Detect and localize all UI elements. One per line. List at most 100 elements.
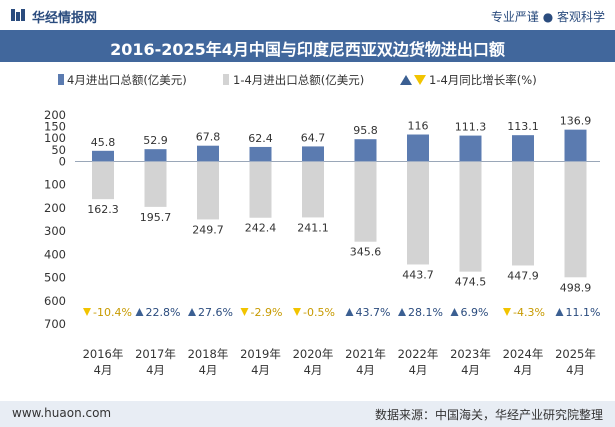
bar-cumulative (354, 161, 377, 242)
value-label-monthly: 136.9 (560, 115, 592, 128)
bar-monthly (512, 135, 534, 162)
x-tick-label-year: 2018年 (188, 347, 229, 361)
brand-name: 华经情报网 (32, 11, 98, 26)
value-label-cumulative: 195.7 (140, 211, 172, 224)
x-tick-label-year: 2025年 (555, 347, 596, 361)
growth-up-arrow-icon (188, 308, 196, 316)
legend-label-growth: 1-4月同比增长率(%) (429, 73, 537, 87)
value-labels: 45.8 162.3 52.9 195.7 67.8 249.7 62.4 242.4 64.7… (87, 115, 591, 295)
growth-down-arrow-icon (83, 308, 91, 316)
x-tick-label-month: 4月 (514, 363, 533, 377)
x-axis-labels: 2016年 4月 2017年 4月 2018年 4月 2019年 4月 2020年 4月 2021年… (83, 347, 596, 377)
value-label-monthly: 95.8 (353, 124, 378, 137)
growth-label: -4.3% (513, 306, 545, 319)
x-tick-label-year: 2022年 (398, 347, 439, 361)
chart-title: 2016-2025年4月中国与印度尼西亚双边货物进出口额 (110, 40, 505, 59)
x-tick-label-year: 2017年 (135, 347, 176, 361)
footer-url: www.huaon.com (12, 406, 112, 420)
legend-arrow-down-icon (414, 75, 426, 85)
x-tick-label-year: 2021年 (345, 347, 386, 361)
growth-label: -0.5% (303, 306, 335, 319)
growth-label: 27.6% (198, 306, 233, 319)
bar-monthly (92, 150, 114, 162)
x-tick-label-month: 4月 (356, 363, 375, 377)
value-label-monthly: 111.3 (455, 121, 487, 134)
bar-cumulative (512, 161, 534, 266)
bar-monthly (407, 134, 429, 162)
x-tick-label-year: 2019年 (240, 347, 281, 361)
value-label-monthly: 52.9 (143, 134, 168, 147)
chart: 4月进出口总额(亿美元) 1-4月进出口总额(亿美元) 1-4月同比增长率(%)… (44, 73, 601, 377)
y-tick-label: 100 (44, 131, 66, 145)
top-bar: 华经情报网 专业严谨 ● 客观科学 (0, 0, 615, 30)
x-tick-label-month: 4月 (199, 363, 218, 377)
bar-cumulative (197, 161, 219, 220)
x-tick-label-year: 2024年 (503, 347, 544, 361)
bar-cumulative (407, 161, 429, 265)
value-label-cumulative: 345.6 (350, 246, 382, 259)
value-label-cumulative: 249.7 (192, 223, 224, 236)
legend: 4月进出口总额(亿美元) 1-4月进出口总额(亿美元) 1-4月同比增长率(%) (58, 73, 537, 87)
bar-monthly (459, 135, 482, 162)
bar-monthly (144, 149, 167, 162)
x-tick-label-month: 4月 (94, 363, 113, 377)
value-label-monthly: 116 (408, 120, 429, 133)
title-bar: 2016-2025年4月中国与印度尼西亚双边货物进出口额 (0, 30, 615, 62)
legend-swatch-cumulative (223, 74, 229, 85)
legend-swatch-monthly (58, 74, 64, 85)
y-tick-label: 200 (44, 201, 66, 215)
value-label-cumulative: 241.1 (297, 221, 329, 234)
value-label-monthly: 45.8 (91, 136, 116, 149)
bar-monthly (197, 145, 219, 162)
bar-monthly (302, 146, 324, 162)
legend-label-monthly: 4月进出口总额(亿美元) (67, 73, 187, 87)
growth-label: -10.4% (93, 306, 132, 319)
value-label-cumulative: 498.9 (560, 281, 592, 294)
y-tick-label: 400 (44, 247, 66, 261)
value-label-cumulative: 474.5 (455, 276, 487, 289)
footer-source: 数据来源：中国海关，华经产业研究院整理 (374, 408, 603, 422)
brand-logo-icon (11, 9, 25, 21)
x-tick-label-month: 4月 (251, 363, 270, 377)
bar-cumulative (302, 161, 324, 218)
growth-up-arrow-icon (555, 308, 564, 316)
value-label-cumulative: 242.4 (245, 222, 277, 235)
growth-up-arrow-icon (345, 308, 354, 316)
x-tick-label-month: 4月 (566, 363, 585, 377)
bar-cumulative (249, 161, 272, 218)
y-tick-label: 600 (44, 294, 66, 308)
y-tick-label: 300 (44, 224, 66, 238)
x-tick-label-month: 4月 (461, 363, 480, 377)
x-tick-label-month: 4月 (304, 363, 323, 377)
bar-cumulative (459, 161, 482, 272)
growth-label: 6.9% (461, 306, 489, 319)
value-label-monthly: 64.7 (301, 131, 326, 144)
value-label-monthly: 62.4 (248, 132, 273, 145)
growth-label: 28.1% (408, 306, 443, 319)
growth-down-arrow-icon (503, 308, 511, 316)
growth-up-arrow-icon (135, 308, 144, 316)
value-label-cumulative: 443.7 (402, 268, 434, 281)
x-tick-label-year: 2023年 (450, 347, 491, 361)
legend-label-cumulative: 1-4月进出口总额(亿美元) (233, 73, 364, 87)
value-label-monthly: 67.8 (196, 131, 221, 144)
bars (92, 129, 587, 278)
value-label-cumulative: 162.3 (87, 203, 119, 216)
growth-label: 11.1% (566, 306, 601, 319)
growth-label: 22.8% (146, 306, 181, 319)
y-tick-label: 200 (44, 108, 66, 122)
growth-label: 43.7% (356, 306, 391, 319)
y-tick-label: 700 (44, 317, 66, 331)
slogan: 专业严谨 ● 客观科学 (490, 10, 605, 24)
bar-monthly (564, 129, 587, 162)
growth-up-arrow-icon (398, 308, 406, 316)
bar-monthly (354, 139, 377, 162)
y-tick-label: 100 (44, 178, 66, 192)
y-tick-label: 50 (51, 143, 66, 157)
bar-cumulative (92, 161, 114, 200)
y-tick-label: 150 (44, 120, 66, 134)
growth-down-arrow-icon (293, 308, 301, 316)
x-tick-label-year: 2016年 (83, 347, 124, 361)
footer: www.huaon.com 数据来源：中国海关，华经产业研究院整理 (0, 401, 615, 427)
